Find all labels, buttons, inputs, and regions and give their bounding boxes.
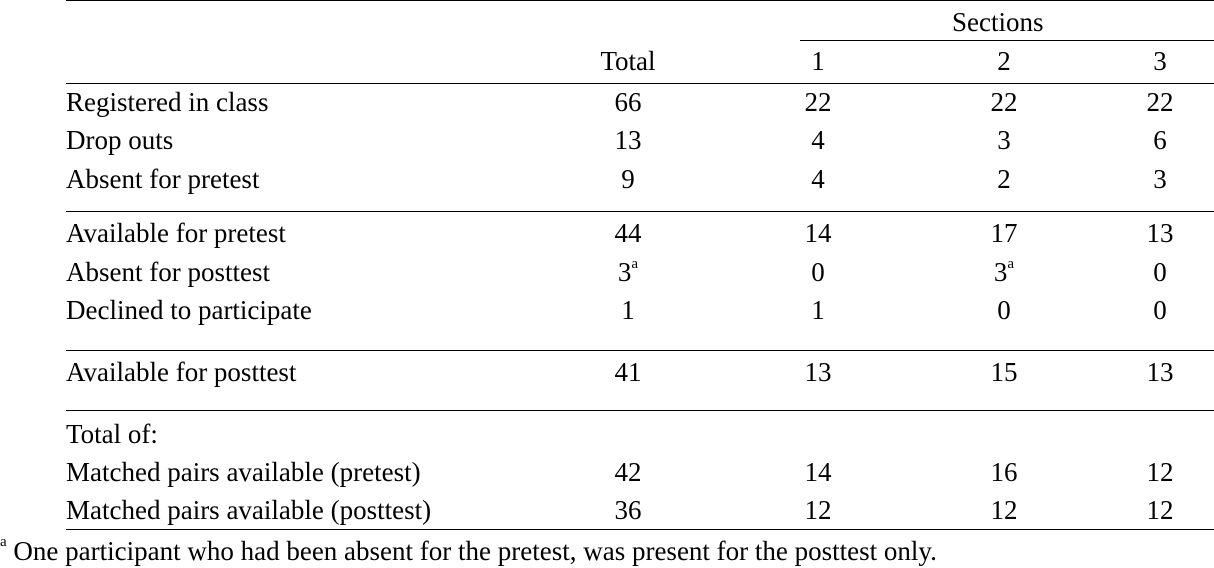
section-1-cell: 4 bbox=[811, 125, 825, 155]
total-value: 3 bbox=[617, 257, 632, 287]
row-group-label: Total of: bbox=[66, 419, 158, 449]
section-2-cell: 15 bbox=[990, 357, 1018, 387]
header-bottom-rule bbox=[66, 83, 1214, 84]
section-1-cell: 0 bbox=[811, 257, 825, 287]
row-label: Matched pairs available (posttest) bbox=[66, 495, 432, 525]
table-top-rule bbox=[66, 0, 1214, 1]
section-2-cell: 16 bbox=[990, 457, 1018, 487]
row-label: Absent for posttest bbox=[66, 257, 270, 287]
section-1-cell: 13 bbox=[804, 357, 832, 387]
section-1-cell: 22 bbox=[804, 87, 832, 117]
total-cell: 41 bbox=[614, 357, 642, 387]
row-label: Absent for pretest bbox=[66, 164, 260, 194]
row-label: Registered in class bbox=[66, 87, 269, 117]
section-1-cell: 14 bbox=[804, 457, 832, 487]
footnote-marker: a bbox=[1007, 256, 1015, 272]
section-1-cell: 1 bbox=[811, 295, 825, 325]
section-2-cell: 3a bbox=[964, 256, 1044, 287]
section-3-cell: 12 bbox=[1146, 495, 1174, 525]
total-cell: 3a bbox=[588, 256, 668, 287]
section-2-value: 3 bbox=[993, 257, 1008, 287]
row-label: Declined to participate bbox=[66, 295, 312, 325]
column-header-section-3: 3 bbox=[1153, 46, 1167, 76]
group-divider-rule bbox=[66, 211, 1214, 212]
section-3-cell: 6 bbox=[1153, 125, 1167, 155]
row-label: Matched pairs available (pretest) bbox=[66, 457, 421, 487]
total-cell: 1 bbox=[621, 295, 635, 325]
total-cell: 44 bbox=[614, 218, 642, 248]
section-3-cell: 13 bbox=[1146, 218, 1174, 248]
total-cell: 36 bbox=[614, 495, 642, 525]
footnote-text: One participant who had been absent for … bbox=[6, 536, 937, 566]
section-1-cell: 4 bbox=[811, 164, 825, 194]
group-divider-rule bbox=[66, 410, 1214, 411]
column-header-section-2: 2 bbox=[997, 46, 1011, 76]
row-label: Available for pretest bbox=[66, 218, 286, 248]
table-bottom-rule bbox=[66, 529, 1214, 530]
sections-header-rule bbox=[800, 40, 1214, 41]
total-cell: 9 bbox=[621, 164, 635, 194]
table-footnote: a One participant who had been absent fo… bbox=[0, 534, 937, 567]
footnote-marker: a bbox=[631, 256, 639, 272]
section-3-cell: 0 bbox=[1153, 257, 1167, 287]
section-2-cell: 2 bbox=[997, 164, 1011, 194]
group-divider-rule bbox=[66, 350, 1214, 351]
row-label: Drop outs bbox=[66, 125, 174, 155]
section-2-cell: 17 bbox=[990, 218, 1018, 248]
section-2-cell: 22 bbox=[990, 87, 1018, 117]
row-label: Available for posttest bbox=[66, 357, 297, 387]
total-cell: 66 bbox=[614, 87, 642, 117]
column-header-total: Total bbox=[600, 46, 656, 76]
section-1-cell: 14 bbox=[804, 218, 832, 248]
section-3-cell: 22 bbox=[1146, 87, 1174, 117]
total-cell: 13 bbox=[614, 125, 642, 155]
section-3-cell: 13 bbox=[1146, 357, 1174, 387]
section-3-cell: 12 bbox=[1146, 457, 1174, 487]
section-1-cell: 12 bbox=[804, 495, 832, 525]
section-2-cell: 0 bbox=[997, 295, 1011, 325]
section-3-cell: 3 bbox=[1153, 164, 1167, 194]
footnote-marker: a bbox=[0, 534, 7, 550]
section-2-cell: 3 bbox=[997, 125, 1011, 155]
column-header-section-1: 1 bbox=[811, 46, 825, 76]
total-cell: 42 bbox=[614, 457, 642, 487]
section-2-cell: 12 bbox=[990, 495, 1018, 525]
sections-header: Sections bbox=[952, 7, 1044, 37]
section-3-cell: 0 bbox=[1153, 295, 1167, 325]
